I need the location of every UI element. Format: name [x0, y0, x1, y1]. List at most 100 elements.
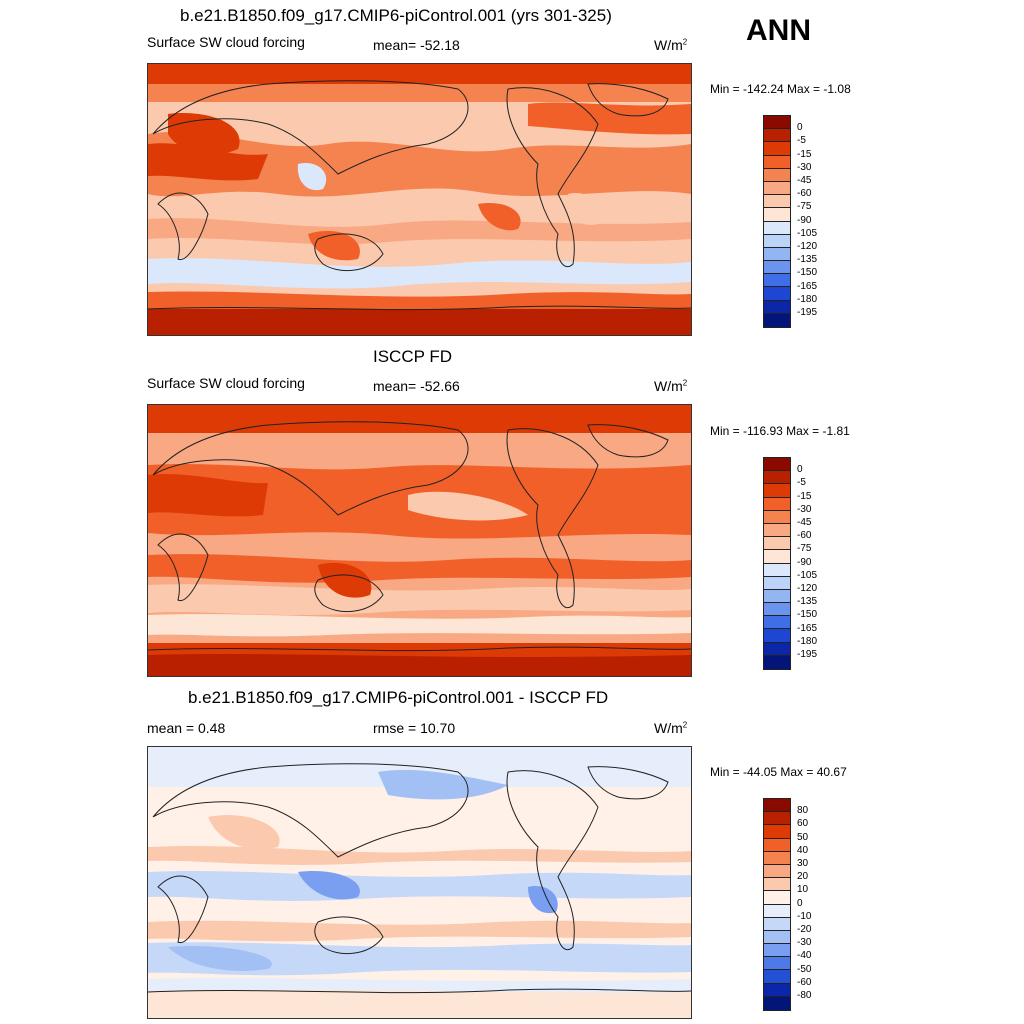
colorbar-swatch — [764, 616, 790, 630]
panel3-minmax: Min = -44.05 Max = 40.67 — [710, 765, 847, 779]
panel2-minmax: Min = -116.93 Max = -1.81 — [710, 424, 850, 438]
panel3-mean-label: mean = 0.48 — [147, 720, 226, 736]
colorbar-swatch — [764, 523, 790, 538]
colorbar-tick-label: -45 — [797, 175, 812, 186]
colorbar-swatch — [764, 589, 790, 604]
colorbar-tick-label: 60 — [797, 818, 809, 830]
colorbar-swatch — [764, 116, 790, 130]
colorbar-swatch — [764, 812, 790, 826]
colorbar-swatch — [764, 864, 790, 879]
colorbar-swatch — [764, 930, 790, 945]
colorbar-tick-label: -180 — [797, 635, 818, 647]
colorbar-tick-label: 0 — [797, 122, 803, 134]
colorbar-tick-label: -5 — [797, 135, 806, 147]
colorbar-swatch — [764, 274, 790, 288]
colorbar-tick-label: -165 — [797, 622, 818, 634]
colorbar-swatch — [764, 825, 790, 839]
panel1-colorbar — [763, 115, 791, 328]
colorbar-tick-label: -45 — [797, 517, 812, 528]
colorbar-swatch — [764, 642, 790, 656]
colorbar-swatch — [764, 944, 790, 958]
panel3-map — [147, 746, 692, 1019]
colorbar-swatch — [764, 510, 790, 524]
colorbar-swatch — [764, 300, 790, 314]
panel2-colorbar — [763, 457, 791, 670]
colorbar-swatch — [764, 168, 790, 182]
colorbar-tick-label: -180 — [797, 293, 818, 305]
colorbar-swatch — [764, 497, 790, 511]
colorbar-swatch — [764, 155, 790, 169]
panel3-units: W/m2 — [654, 720, 688, 736]
colorbar-tick-label: -80 — [797, 990, 812, 1001]
colorbar-swatch — [764, 142, 790, 156]
colorbar-swatch — [764, 181, 790, 196]
colorbar-swatch — [764, 799, 790, 813]
colorbar-tick-label: -135 — [797, 254, 818, 266]
colorbar-tick-label: -60 — [797, 976, 812, 988]
colorbar-swatch — [764, 576, 790, 590]
colorbar-swatch — [764, 970, 790, 984]
colorbar-swatch — [764, 983, 790, 997]
colorbar-tick-label: -75 — [797, 201, 812, 213]
colorbar-swatch — [764, 484, 790, 498]
panel2-mean-label: mean= -52.66 — [373, 378, 460, 394]
colorbar-swatch — [764, 603, 790, 617]
colorbar-tick-label: -150 — [797, 609, 818, 621]
colorbar-tick-label: -120 — [797, 583, 818, 594]
colorbar-tick-label: 20 — [797, 871, 809, 883]
colorbar-swatch — [764, 957, 790, 971]
colorbar-tick-label: -30 — [797, 161, 812, 173]
colorbar-tick-label: -60 — [797, 188, 812, 200]
colorbar-tick-label: -150 — [797, 267, 818, 279]
colorbar-swatch — [764, 195, 790, 209]
colorbar-swatch — [764, 247, 790, 262]
colorbar-tick-label: -90 — [797, 214, 812, 226]
colorbar-swatch — [764, 851, 790, 865]
panel1-map — [147, 63, 692, 336]
panel3-colorbar — [763, 798, 791, 1011]
colorbar-swatch — [764, 208, 790, 222]
panel2-map — [147, 404, 692, 677]
colorbar-tick-label: -105 — [797, 569, 818, 581]
colorbar-swatch — [764, 891, 790, 905]
colorbar-tick-label: -50 — [797, 963, 812, 975]
colorbar-swatch — [764, 904, 790, 918]
colorbar-tick-label: -90 — [797, 556, 812, 568]
colorbar-swatch — [764, 629, 790, 643]
colorbar-tick-label: -40 — [797, 950, 812, 962]
colorbar-tick-label: -15 — [797, 490, 812, 502]
colorbar-tick-label: -105 — [797, 227, 818, 239]
colorbar-swatch — [764, 458, 790, 472]
colorbar-tick-label: -30 — [797, 503, 812, 515]
colorbar-tick-label: -20 — [797, 924, 812, 935]
colorbar-tick-label: -195 — [797, 649, 818, 660]
colorbar-swatch — [764, 996, 790, 1010]
colorbar-swatch — [764, 261, 790, 275]
colorbar-tick-label: -195 — [797, 307, 818, 318]
colorbar-swatch — [764, 234, 790, 248]
colorbar-swatch — [764, 917, 790, 931]
colorbar-tick-label: -120 — [797, 241, 818, 252]
colorbar-tick-label: 80 — [797, 805, 809, 817]
colorbar-swatch — [764, 221, 790, 235]
colorbar-tick-label: 0 — [797, 897, 803, 909]
colorbar-tick-label: -135 — [797, 596, 818, 608]
colorbar-tick-label: -30 — [797, 937, 812, 949]
colorbar-tick-label: -75 — [797, 543, 812, 555]
panel2-units: W/m2 — [654, 378, 688, 394]
panel1-units: W/m2 — [654, 37, 688, 53]
panel2-field-label: Surface SW cloud forcing — [147, 375, 305, 391]
colorbar-tick-label: 30 — [797, 858, 809, 869]
colorbar-tick-label: -5 — [797, 477, 806, 489]
colorbar-tick-label: 40 — [797, 844, 809, 856]
colorbar-tick-label: -165 — [797, 280, 818, 292]
colorbar-swatch — [764, 471, 790, 485]
panel3-rmse-label: rmse = 10.70 — [373, 720, 456, 736]
colorbar-swatch — [764, 878, 790, 892]
colorbar-tick-label: -10 — [797, 910, 812, 922]
panel2-title: ISCCP FD — [373, 347, 453, 366]
colorbar-swatch — [764, 129, 790, 143]
colorbar-swatch — [764, 537, 790, 551]
colorbar-swatch — [764, 563, 790, 577]
panel1-field-label: Surface SW cloud forcing — [147, 34, 305, 50]
